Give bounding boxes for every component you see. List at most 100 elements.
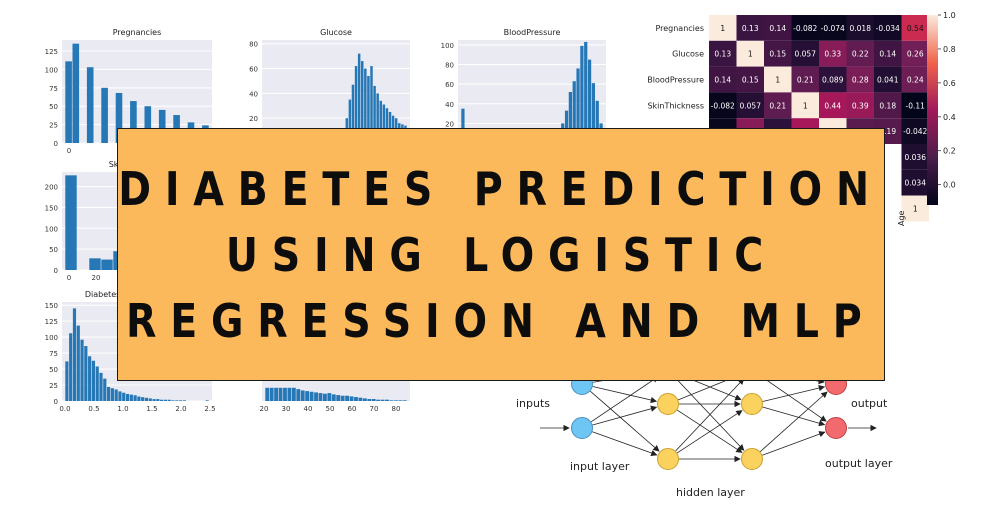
histogram-bar	[133, 395, 137, 401]
heatmap-cell	[764, 66, 792, 93]
heatmap-cell	[901, 15, 929, 41]
histogram-bar	[380, 399, 385, 401]
heatmap-cell	[846, 92, 874, 119]
y-tick-label: 50	[49, 246, 58, 254]
y-tick-label: 75	[49, 85, 58, 93]
histogram-bloodpressure: 20 40 60 80 100 BloodPressure	[441, 28, 606, 144]
y-tick-label: 20	[445, 120, 454, 128]
histogram-bar	[86, 67, 94, 143]
x-tick-label: 50	[326, 405, 335, 413]
x-tick-label: 80	[392, 405, 401, 413]
heatmap-cell-value: -0.042	[903, 127, 927, 136]
histogram-bar	[89, 258, 101, 270]
histogram-bar	[158, 109, 166, 143]
histogram-title: Pregnancies	[113, 28, 162, 37]
heatmap-cell-value: 1	[913, 205, 918, 214]
y-tick-label: 25	[49, 382, 58, 390]
histogram-bar	[382, 104, 386, 143]
histogram-bar	[110, 388, 114, 401]
title-banner: DIABETES PREDICTION USING LOGISTIC REGRE…	[117, 128, 885, 381]
heatmap-cell	[791, 66, 819, 93]
x-tick-label: 0	[67, 147, 71, 155]
histogram-bar	[84, 346, 88, 401]
histogram-bar	[269, 387, 274, 401]
histogram-bar	[318, 393, 323, 401]
histogram-bar	[156, 399, 160, 401]
x-tick-label: 30	[282, 405, 291, 413]
histogram-bar	[564, 110, 569, 143]
heatmap-cell-value: 1	[803, 101, 808, 110]
histogram-bar	[274, 387, 279, 401]
histogram-bar	[376, 399, 381, 401]
heatmap-cell	[709, 66, 737, 93]
histogram-bar	[114, 389, 118, 401]
network-edge	[590, 376, 659, 423]
heatmap-cell-value: 0.39	[852, 101, 869, 110]
neural-network-diagram: inputs output input layer hidden layer outpu…	[516, 366, 893, 499]
heatmap-cell-value: 0.036	[905, 153, 927, 162]
network-edge	[590, 390, 660, 452]
histogram-bar	[385, 399, 389, 401]
histogram-bar	[309, 391, 314, 401]
y-tick-label: 80	[249, 41, 258, 49]
histogram-bar	[283, 387, 287, 401]
input-layer-label: input layer	[570, 460, 630, 473]
heatmap-row-label: SkinThickness	[647, 101, 704, 110]
histogram-bar	[80, 339, 84, 401]
histogram-bar	[340, 395, 345, 401]
hidden-node	[741, 393, 763, 415]
colorbar-tick-label: 0.8	[943, 45, 956, 54]
histogram-bar	[137, 396, 141, 401]
heatmap-cell	[874, 40, 902, 67]
histogram-bar	[296, 389, 301, 401]
output-node	[825, 417, 847, 439]
heatmap-cell	[736, 40, 764, 67]
histogram-bar	[163, 399, 168, 401]
heatmap-cell	[736, 15, 764, 41]
heatmap-cell	[901, 40, 929, 67]
heatmap-cell-value: 0.24	[907, 76, 924, 85]
histogram-bar	[144, 106, 152, 143]
histogram-bar	[65, 361, 69, 401]
y-tick-label: 100	[45, 225, 58, 233]
heatmap-cell-value: -0.082	[711, 101, 735, 110]
heatmap-cell-value: 0.15	[769, 50, 786, 59]
heatmap-cell	[901, 118, 929, 144]
network-edge	[759, 391, 828, 452]
x-tick-label: 2.0	[175, 405, 186, 413]
heatmap-cell	[874, 15, 902, 41]
heatmap-cell-value: 1	[720, 24, 725, 33]
heatmap-cell	[901, 144, 929, 170]
histogram-bar	[103, 378, 107, 401]
heatmap-cell	[791, 15, 819, 41]
histogram-bar	[376, 93, 379, 143]
histogram-bar	[300, 390, 305, 401]
network-edge	[676, 409, 743, 453]
y-tick-label: 150	[45, 302, 58, 310]
heatmap-cell	[709, 40, 737, 67]
heatmap-cell-value: -0.074	[821, 24, 845, 33]
histogram-bar	[354, 397, 358, 401]
histogram-bar	[88, 356, 92, 401]
y-tick-label: 0	[54, 140, 58, 148]
heatmap-row-label: Glucose	[672, 50, 704, 59]
x-tick-label: 1.0	[117, 405, 128, 413]
banner-title-line-1: DIABETES PREDICTION	[118, 161, 884, 216]
y-tick-label: 125	[45, 318, 58, 326]
histogram-bar	[371, 399, 376, 401]
histogram-bar	[576, 68, 580, 143]
histogram-bar	[95, 366, 99, 401]
y-tick-label: 80	[445, 62, 454, 70]
heatmap-cell-value: 0.22	[852, 50, 869, 59]
y-tick-label: 60	[445, 81, 454, 89]
heatmap-cell-value: 0.54	[907, 24, 924, 33]
heatmap-cell-value: 0.13	[714, 50, 731, 59]
histogram-bar	[144, 397, 149, 401]
histogram-bar	[205, 400, 209, 401]
histogram-bar	[182, 400, 186, 401]
heatmap-cell-value: 0.26	[907, 50, 924, 59]
histogram-bar	[265, 387, 270, 401]
histogram-bar	[167, 399, 171, 401]
histogram-bar	[349, 396, 354, 401]
heatmap-cell	[846, 40, 874, 67]
